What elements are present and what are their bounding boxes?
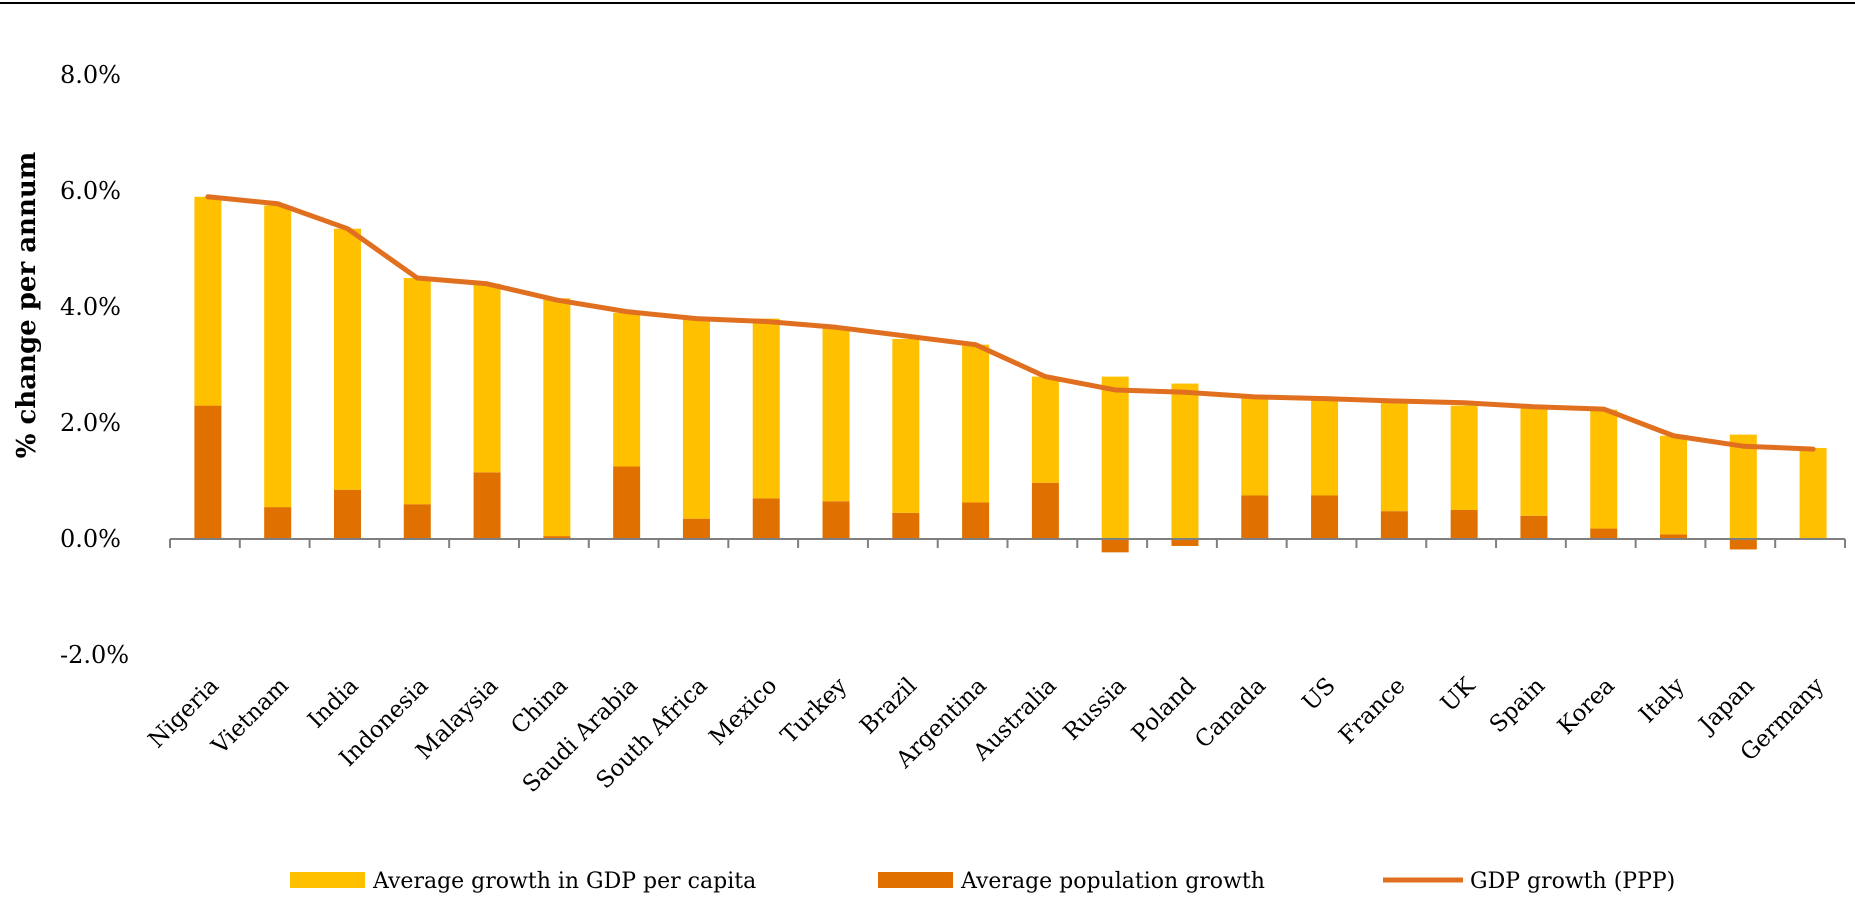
y-axis-ticks: -2.0% 0.0% 2.0% 4.0% 6.0% 8.0% bbox=[60, 61, 129, 669]
bar-population-0 bbox=[194, 405, 222, 539]
bar-population-5 bbox=[543, 536, 571, 539]
bar-gdp-per-capita-13 bbox=[1101, 376, 1129, 539]
bar-population-2 bbox=[333, 489, 361, 539]
bar-gdp-per-capita-9 bbox=[822, 327, 850, 502]
category-label-10: Brazil bbox=[855, 673, 922, 740]
bar-gdp-per-capita-17 bbox=[1380, 400, 1408, 512]
bar-population-1 bbox=[264, 507, 292, 539]
bar-population-12 bbox=[1031, 482, 1059, 539]
bar-population-19 bbox=[1520, 515, 1548, 539]
bar-gdp-per-capita-10 bbox=[892, 338, 920, 513]
bar-gdp-per-capita-20 bbox=[1590, 409, 1618, 529]
bar-population-7 bbox=[682, 518, 710, 539]
bar-gdp-per-capita-5 bbox=[543, 298, 571, 537]
bar-gdp-per-capita-18 bbox=[1450, 405, 1478, 510]
legend-label-population: Average population growth bbox=[960, 869, 1265, 894]
x-axis bbox=[169, 538, 1846, 548]
y-axis-label: % change per annum bbox=[12, 152, 42, 459]
bar-population-9 bbox=[822, 501, 850, 539]
bar-population-20 bbox=[1590, 528, 1618, 539]
bar-population-13 bbox=[1101, 539, 1129, 553]
bar-gdp-per-capita-11 bbox=[962, 344, 990, 503]
category-label-15: Canada bbox=[1190, 673, 1271, 754]
y-tick-label-3: 4.0% bbox=[60, 293, 121, 321]
bar-population-4 bbox=[473, 472, 501, 539]
top-rule bbox=[0, 2, 1855, 4]
bar-population-16 bbox=[1311, 495, 1339, 539]
bar-gdp-per-capita-14 bbox=[1171, 383, 1199, 539]
bar-gdp-per-capita-12 bbox=[1031, 376, 1059, 483]
gdp-per-capita-bars bbox=[194, 196, 1827, 539]
bar-population-10 bbox=[892, 512, 920, 539]
legend-label-gdp-growth: GDP growth (PPP) bbox=[1470, 869, 1675, 894]
bar-gdp-per-capita-2 bbox=[333, 228, 361, 490]
bar-population-8 bbox=[752, 498, 780, 539]
category-label-16: US bbox=[1298, 673, 1341, 716]
line-gdp-growth bbox=[205, 194, 1816, 452]
bar-population-18 bbox=[1450, 510, 1478, 539]
legend: Average growth in GDP per capita Average … bbox=[290, 869, 1675, 894]
category-label-5: China bbox=[506, 673, 573, 740]
category-label-20: Korea bbox=[1553, 673, 1620, 740]
y-tick-label-5: 8.0% bbox=[60, 61, 121, 89]
bar-gdp-per-capita-22 bbox=[1729, 434, 1757, 539]
bar-gdp-per-capita-19 bbox=[1520, 408, 1548, 516]
category-label-22: Japan bbox=[1693, 673, 1760, 740]
bar-gdp-per-capita-0 bbox=[194, 196, 222, 406]
bar-gdp-per-capita-23 bbox=[1799, 447, 1827, 539]
category-label-9: Turkey bbox=[776, 673, 852, 749]
bar-population-14 bbox=[1171, 539, 1199, 546]
gdp-growth-line bbox=[205, 194, 1816, 452]
bar-population-6 bbox=[613, 466, 641, 539]
category-label-17: France bbox=[1334, 673, 1410, 749]
category-label-2: India bbox=[303, 673, 364, 734]
legend-swatch-gdp-per-capita bbox=[290, 872, 365, 888]
bar-population-15 bbox=[1241, 495, 1269, 539]
category-label-18: UK bbox=[1436, 672, 1481, 717]
category-label-8: Mexico bbox=[705, 673, 783, 751]
bar-population-17 bbox=[1380, 511, 1408, 539]
bar-gdp-per-capita-6 bbox=[613, 312, 641, 467]
legend-swatch-population bbox=[878, 872, 953, 888]
y-tick-label-0: -2.0% bbox=[60, 641, 129, 669]
y-tick-label-2: 2.0% bbox=[60, 409, 121, 437]
category-label-19: Spain bbox=[1485, 673, 1550, 738]
bar-population-21 bbox=[1660, 534, 1688, 539]
category-label-21: Italy bbox=[1634, 673, 1689, 728]
bar-gdp-per-capita-3 bbox=[403, 278, 431, 505]
bar-gdp-per-capita-21 bbox=[1660, 435, 1688, 535]
legend-label-gdp-per-capita: Average growth in GDP per capita bbox=[372, 869, 756, 894]
y-tick-label-1: 0.0% bbox=[60, 525, 121, 553]
category-label-1: Vietnam bbox=[206, 673, 294, 761]
bar-gdp-per-capita-8 bbox=[752, 318, 780, 499]
bar-gdp-per-capita-1 bbox=[264, 205, 292, 508]
category-label-13: Russia bbox=[1059, 673, 1132, 746]
bar-gdp-per-capita-16 bbox=[1311, 399, 1339, 496]
bar-gdp-per-capita-4 bbox=[473, 283, 501, 473]
bar-gdp-per-capita-15 bbox=[1241, 396, 1269, 496]
bar-population-22 bbox=[1729, 539, 1757, 550]
bar-population-11 bbox=[962, 502, 990, 539]
bar-population-3 bbox=[403, 504, 431, 539]
y-tick-label-4: 6.0% bbox=[60, 177, 121, 205]
bar-gdp-per-capita-7 bbox=[682, 318, 710, 519]
population-bars bbox=[194, 405, 1757, 553]
